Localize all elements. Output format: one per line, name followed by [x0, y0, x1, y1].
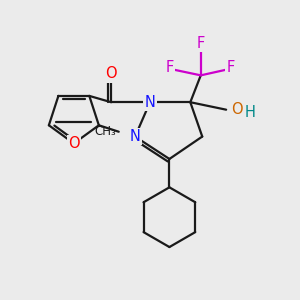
Text: H: H [245, 105, 256, 120]
Text: F: F [196, 36, 205, 51]
Text: F: F [165, 60, 173, 75]
Text: O: O [68, 136, 80, 151]
Text: O: O [231, 102, 242, 117]
Text: F: F [226, 60, 235, 75]
Text: O: O [105, 66, 117, 81]
Text: N: N [130, 129, 140, 144]
Text: N: N [145, 95, 155, 110]
Text: CH₃: CH₃ [94, 125, 116, 138]
